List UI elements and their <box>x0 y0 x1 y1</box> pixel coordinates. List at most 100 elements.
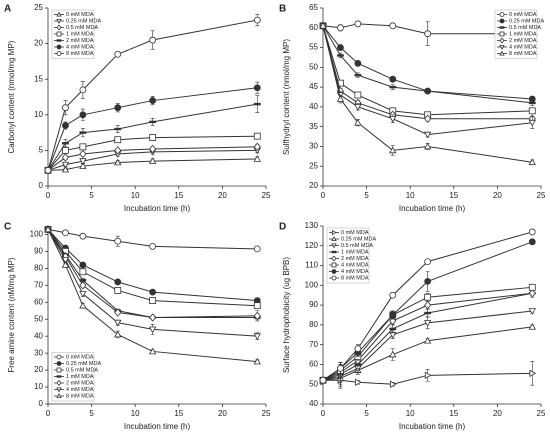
y-tick-label: 80 <box>34 263 43 272</box>
legend-label: 0.5 mM MDA <box>66 25 98 31</box>
y-tick-label: 55 <box>309 43 318 52</box>
marker <box>355 378 362 386</box>
legend-label: 1 mM MDA <box>341 249 369 255</box>
marker <box>331 243 337 249</box>
marker <box>389 146 397 154</box>
legend-label: 0.5 mM MDA <box>341 243 373 249</box>
marker <box>62 146 69 154</box>
marker <box>354 20 362 28</box>
marker <box>56 375 62 378</box>
marker <box>79 232 87 240</box>
marker <box>423 131 432 139</box>
series-line <box>47 229 258 302</box>
y-tick-label: 15 <box>34 74 43 83</box>
marker <box>56 51 62 56</box>
legend-label: 8 mM MDA <box>509 51 537 57</box>
legend-label: 8 mM MDA <box>341 275 369 281</box>
marker <box>389 311 397 319</box>
panel-letter: B <box>279 4 286 15</box>
marker <box>389 327 397 331</box>
legend-label: 4 mM MDA <box>341 262 369 268</box>
marker <box>499 18 505 24</box>
marker <box>62 229 69 237</box>
legend-label: 8 mM MDA <box>66 393 94 399</box>
marker <box>149 120 157 124</box>
marker <box>499 37 505 44</box>
marker <box>114 127 122 131</box>
marker <box>253 84 261 92</box>
y-tick-label: 45 <box>309 82 318 91</box>
marker <box>148 157 157 164</box>
marker <box>423 336 432 344</box>
series-line <box>47 103 258 171</box>
legend-label: 2 mM MDA <box>341 256 369 262</box>
marker <box>424 293 432 301</box>
marker <box>114 50 122 58</box>
marker <box>114 146 122 155</box>
x-tick-label: 0 <box>321 409 326 418</box>
x-tick-label: 10 <box>406 191 415 200</box>
y-tick-label: 10 <box>34 110 43 119</box>
marker <box>253 16 261 24</box>
marker <box>337 54 344 57</box>
legend-label: 2 mM MDA <box>66 38 94 44</box>
marker <box>253 132 261 140</box>
x-tick-label: 25 <box>262 409 271 418</box>
legend-label: 1 mM MDA <box>66 31 94 37</box>
y-tick-label: 65 <box>309 3 318 12</box>
legend-label: 2 mM MDA <box>66 380 94 386</box>
marker <box>319 21 327 29</box>
marker <box>61 257 70 264</box>
legend-label: 0 mM MDA <box>66 354 94 360</box>
y-tick-label: 40 <box>34 331 43 340</box>
marker <box>389 85 397 89</box>
marker <box>61 153 69 162</box>
marker <box>499 31 505 37</box>
marker <box>56 39 62 42</box>
marker <box>114 330 122 338</box>
marker <box>56 24 62 31</box>
marker <box>389 291 397 299</box>
legend-label: 4 mM MDA <box>66 44 94 50</box>
marker <box>56 367 62 373</box>
marker <box>114 237 122 245</box>
marker <box>79 111 87 119</box>
legend-label: 0 mM MDA <box>509 12 537 18</box>
marker <box>253 245 261 253</box>
marker <box>253 311 261 321</box>
marker <box>79 143 87 151</box>
marker <box>56 31 62 37</box>
marker <box>354 59 362 67</box>
y-tick-label: 30 <box>34 348 43 357</box>
marker <box>337 24 344 32</box>
y-tick-label: 25 <box>309 161 318 170</box>
panel-letter: C <box>4 222 11 233</box>
marker <box>79 261 87 269</box>
marker <box>319 376 327 384</box>
x-tick-label: 5 <box>89 409 94 418</box>
y-tick-label: 40 <box>309 102 318 111</box>
marker <box>56 354 62 360</box>
series-line <box>47 229 258 307</box>
marker <box>528 308 536 315</box>
y-tick-label: 0 <box>39 181 44 190</box>
legend-label: 0.25 mM MDA <box>341 236 376 242</box>
x-tick-label: 0 <box>46 409 51 418</box>
x-tick-label: 10 <box>131 409 140 418</box>
marker <box>331 229 337 236</box>
legend-label: 0 mM MDA <box>341 230 369 236</box>
y-tick-label: 130 <box>305 221 319 230</box>
marker <box>149 242 157 250</box>
marker <box>499 26 505 29</box>
y-tick-label: 60 <box>34 297 43 306</box>
y-tick-label: 80 <box>309 320 318 329</box>
x-axis-label: Incubation time (h) <box>124 422 191 431</box>
series-line <box>47 146 258 171</box>
x-tick-label: 5 <box>364 191 369 200</box>
marker <box>149 288 157 296</box>
y-tick-label: 70 <box>309 340 318 349</box>
legend-label: 4 mM MDA <box>509 44 537 50</box>
marker <box>354 104 362 111</box>
marker <box>423 320 432 327</box>
y-tick-label: 100 <box>305 280 319 289</box>
